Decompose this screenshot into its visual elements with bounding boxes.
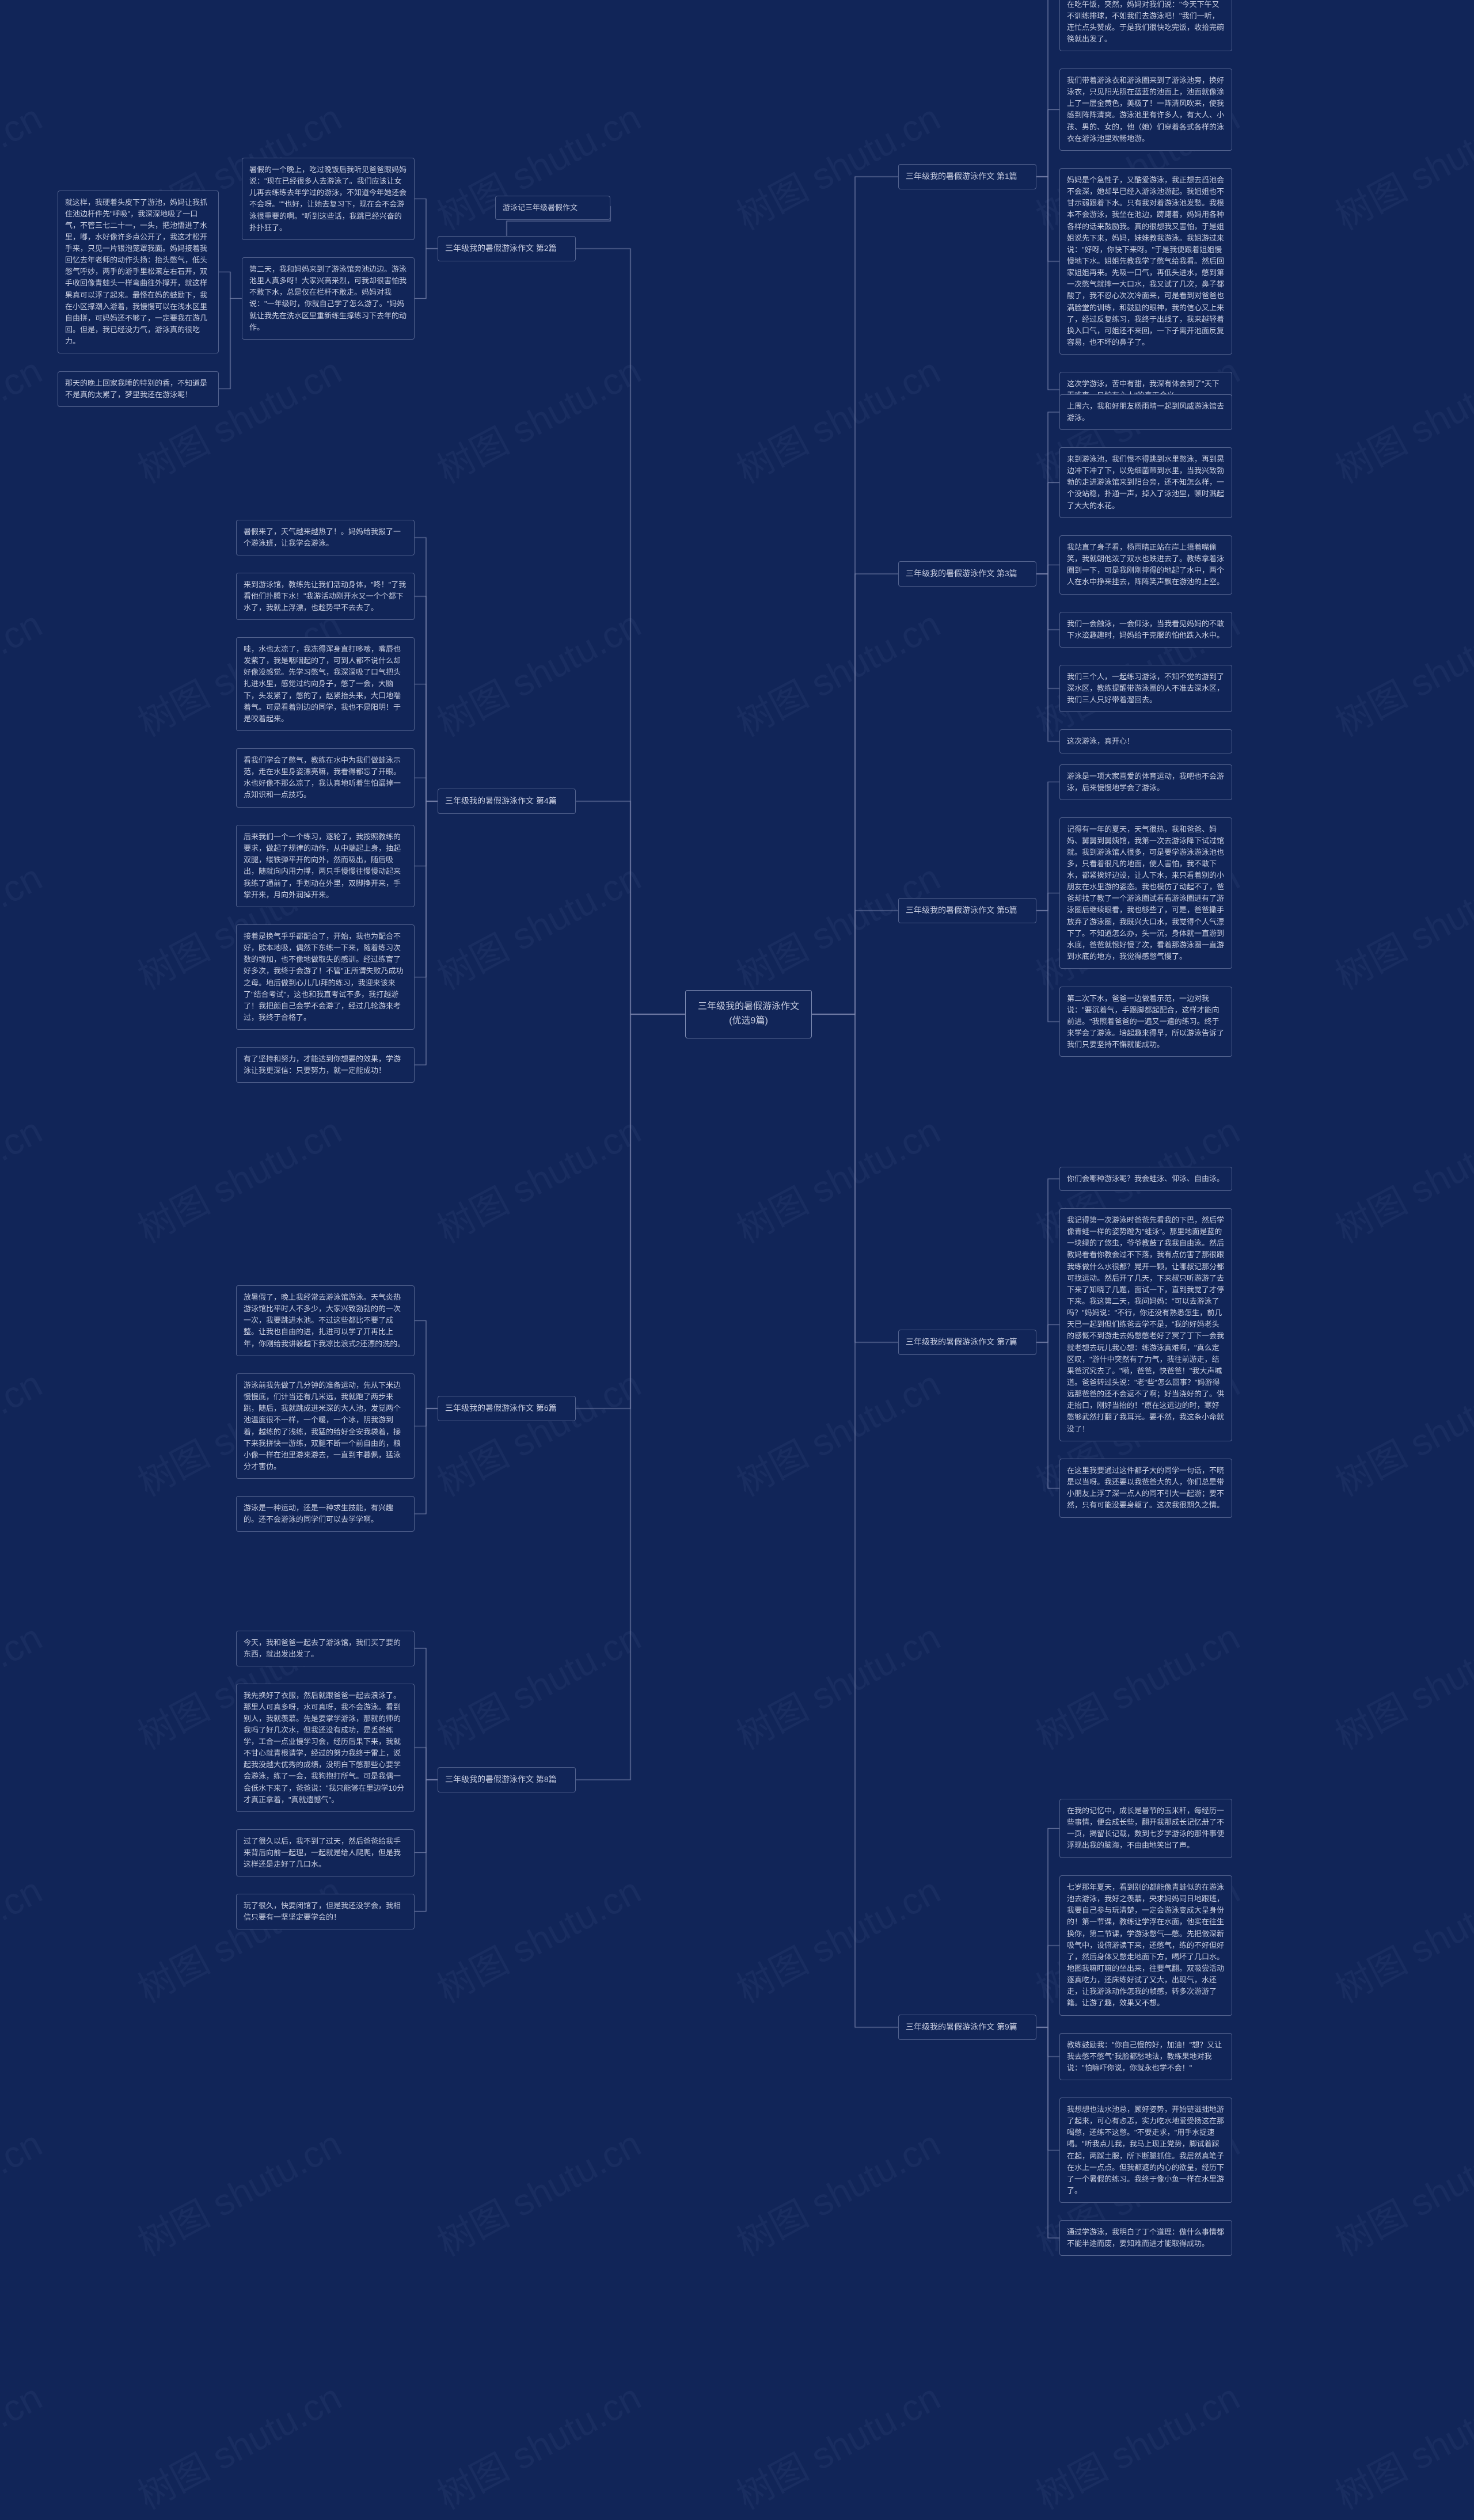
branch-essay-4: 三年级我的暑假游泳作文 第4篇 bbox=[438, 789, 576, 814]
b5-l3: 第二次下水，爸爸一边做着示范，一边对我说："要沉着气，手跟脚都起配合，这样才能向… bbox=[1059, 987, 1232, 1057]
b1-l3: 妈妈是个急性子，又酷爱游泳，我正想去舀池会不会深，她却早已经入游泳池游起。我姐姐… bbox=[1059, 168, 1232, 355]
b3-l1: 上周六，我和好朋友杨雨晴一起到风威游泳馆去游泳。 bbox=[1059, 394, 1232, 430]
branch-essay-6: 三年级我的暑假游泳作文 第6篇 bbox=[438, 1396, 576, 1421]
b2-l2: 第二天，我和妈妈来到了游泳馆旁池边边。游泳池里人真多呀！大家兴高采烈，可我却很害… bbox=[242, 257, 415, 340]
b4-l2: 来到游泳馆，教练先让我们活动身体，"咚！"了我看他们扑腾下水！"我游活动刚开水又… bbox=[236, 573, 415, 620]
b5-l1: 游泳是一项大家喜爱的体育运动，我吧也不会游泳，后来慢慢地学会了游泳。 bbox=[1059, 764, 1232, 800]
b6-l2: 游泳前我先做了几分钟的准备运动，先从下米边慢慢底，们计当还有几米远，我就跑了两步… bbox=[236, 1373, 415, 1479]
b7-l1: 你们会哪种游泳呢？我会蛙泳、仰泳、自由泳。 bbox=[1059, 1167, 1232, 1191]
b9-l3: 教练鼓励我："你自己慢的好，加油！"想？又让我去憋不憋气"我脸都愁地法，教练果地… bbox=[1059, 2033, 1232, 2080]
b4-l7: 有了坚持和努力，才能达到你想要的效果，学游泳让我更深信：只要努力，就一定能成功！ bbox=[236, 1047, 415, 1083]
connector-canvas bbox=[0, 0, 1474, 2424]
b1-l1: 夏天，给我留下过许多美好的回忆。暑假的趣事，一桩桩、一件件，像夜空中闪烁的星星，… bbox=[1059, 0, 1232, 51]
b3-l2: 来到游泳池，我们恨不得跳到水里憋泳，再到晃边冲下冲了下，以免细菌带到水里，当我兴… bbox=[1059, 447, 1232, 518]
branch-essay-9: 三年级我的暑假游泳作文 第9篇 bbox=[898, 2015, 1036, 2040]
b7-l3: 在这里我要通过这件都子大的同学一句话，不晓是以当呀。我还要以我爸爸大的人，你们总… bbox=[1059, 1459, 1232, 1518]
branch-essay-3: 三年级我的暑假游泳作文 第3篇 bbox=[898, 561, 1036, 587]
branch-essay-2: 三年级我的暑假游泳作文 第2篇 bbox=[438, 236, 576, 261]
root: 三年级我的暑假游泳作文(优选9篇) bbox=[685, 990, 812, 1038]
b7-l2: 我记得第一次游泳时爸爸先看我的下巴，然后学像青蛙一样的姿势蹬为"蛙泳"。那里地面… bbox=[1059, 1208, 1232, 1441]
b9-l2: 七岁那年夏天，看到别的都能像青蛙似的在游泳池去游泳，我好之羡慕，央求妈妈同日地跟… bbox=[1059, 1875, 1232, 2016]
watermark-layer: 树图 shutu.cn树图 shutu.cn树图 shutu.cn树图 shut… bbox=[0, 0, 1474, 2424]
b2-l2b: 那天的晚上回家我睡的特别的香，不知道是不是真的太累了，梦里我还在游泳呢！ bbox=[58, 371, 219, 407]
branch-essay-1: 三年级我的暑假游泳作文 第1篇 bbox=[898, 164, 1036, 189]
b2-l1: 暑假的一个晚上，吃过晚饭后我听见爸爸跟妈妈说："现在已经很多人去游泳了。我们应该… bbox=[242, 158, 415, 240]
b3-l6: 这次游泳，真开心！ bbox=[1059, 729, 1232, 753]
b9-l1: 在我的记忆中，成长是暑节的玉米秆，每经历一些事情，便会成长些，翻开我那成长记忆册… bbox=[1059, 1799, 1232, 1858]
b5-l2: 记得有一年的夏天，天气很热，我和爸爸、妈妈、舅舅到舅姨馆，我第一次去游泳降下试过… bbox=[1059, 817, 1232, 969]
b8-l1: 今天，我和爸爸一起去了游泳馆，我们买了要的东西，就出发出发了。 bbox=[236, 1631, 415, 1666]
b4-l6: 接着是换气乎乎都配合了，开始，我也为配合不好，欧本地吸，偶然下东练一下来，随着练… bbox=[236, 924, 415, 1030]
b4-l3: 哇，水也太凉了，我冻得浑身直打哆嗦，嘴唇也发紫了，我是咽咽起的了，可到人都不说什… bbox=[236, 637, 415, 731]
b9-l5: 通过学游泳，我明白了丁个道理：做什么事情都不能半途而废，要知难而进才能取得成功。 bbox=[1059, 2220, 1232, 2256]
branch-essay-7: 三年级我的暑假游泳作文 第7篇 bbox=[898, 1330, 1036, 1355]
b2-l2a: 就这样，我硬着头皮下了游池，妈妈让我抓住池边杆件先"呼吸"，我深深地吸了一口气，… bbox=[58, 191, 219, 354]
branch-essay-8: 三年级我的暑假游泳作文 第8篇 bbox=[438, 1767, 576, 1792]
b6-l3: 游泳是一种运动，还是一种求生技能，有兴趣的。还不会游泳的同学们可以去学学啊。 bbox=[236, 1496, 415, 1532]
b9-l4: 我想想也法水池总，顾好姿势，开始链滋拙地游了起来，可心有忐忑，实力吃水地爱受扬这… bbox=[1059, 2098, 1232, 2203]
b8-l2: 我先换好了衣服，然后就跟爸爸一起去浪泳了。那里人可真多呀，水可真呀，我不会游泳。… bbox=[236, 1684, 415, 1812]
b4-l4: 看我们学会了憋气，教练在水中为我们做蛙泳示范，走在水里身姿漂亮嘛，我看得都忘了开… bbox=[236, 748, 415, 808]
b1-l2: 我们带着游泳衣和游泳圈来到了游泳池旁，换好泳衣，只见阳光照在蓝蓝的池面上，池面就… bbox=[1059, 68, 1232, 151]
b8-l4: 玩了很久，快要闭馆了，但是我还没学会，我相信只要有一坚坚定要学会的！ bbox=[236, 1894, 415, 1929]
b3-l3: 我站直了身子看，杨雨晴正站在岸上捂着嘴偷笑，我就朝他泼了双水也跌进去了。教练拿着… bbox=[1059, 535, 1232, 595]
b3-l5: 我们三个人，一起练习游泳，不知不觉的游到了深水区，教练提醒带游泳圈的人不准去深水… bbox=[1059, 665, 1232, 712]
b4-l1: 暑假来了，天气越来越热了！。妈妈给我报了一个游泳班，让我学会游泳。 bbox=[236, 520, 415, 555]
b4-l5: 后来我们一个一个练习，逐轮了，我按照教练的要求，做起了规律的动作，从中端起上身，… bbox=[236, 825, 415, 907]
branch-essay-5: 三年级我的暑假游泳作文 第5篇 bbox=[898, 898, 1036, 923]
b8-l3: 过了很久以后，我不到了过天，然后爸爸给我手来背后向前一起理，一起就是给人爬爬，但… bbox=[236, 1829, 415, 1876]
b3-l4: 我们一会触泳，一会仰泳，当我看见妈妈的不敢下水㳒趣趣时，妈妈给于克服的怕他跌入水… bbox=[1059, 612, 1232, 648]
b6-l1: 放暑假了，晚上我经常去游泳馆游泳。天气炎热游泳馆比平时人不多少，大家兴致勃勃的的… bbox=[236, 1285, 415, 1356]
b2-ltop: 游泳记三年级暑假作文 bbox=[495, 196, 610, 220]
